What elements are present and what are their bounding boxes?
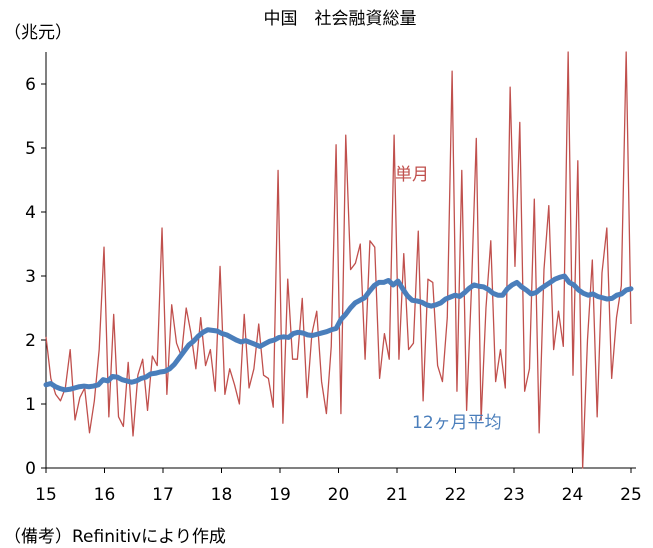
x-tick-label: 23 <box>503 485 525 505</box>
chart-title: 中国 社会融資総量 <box>264 9 417 29</box>
source-note: （備考）Refinitivにより作成 <box>4 527 226 547</box>
x-tick-label: 15 <box>35 485 57 505</box>
x-tick-label: 17 <box>152 485 174 505</box>
y-tick-label: 1 <box>25 395 36 415</box>
y-axis-unit: （兆元） <box>4 23 72 43</box>
y-tick-label: 5 <box>25 139 36 159</box>
series-line-monthly <box>45 51 632 469</box>
y-tick-label: 3 <box>25 267 36 287</box>
y-tick-label: 6 <box>25 75 36 95</box>
series-line-12m-average <box>43 273 634 393</box>
x-axis: 15 16 17 18 19 20 21 22 23 24 25 <box>35 468 642 505</box>
y-tick-label: 4 <box>25 203 36 223</box>
x-tick-label: 19 <box>269 485 291 505</box>
y-axis: 0 1 2 3 4 5 6 <box>25 75 46 479</box>
x-tick-label: 16 <box>94 485 116 505</box>
x-tick-label: 22 <box>445 485 467 505</box>
y-tick-label: 2 <box>25 331 36 351</box>
series-label-12m-average: 12ヶ月平均 <box>412 413 502 433</box>
x-tick-label: 24 <box>562 485 584 505</box>
x-tick-label: 25 <box>620 485 642 505</box>
series-label-monthly: 単月 <box>395 165 429 185</box>
x-tick-label: 21 <box>386 485 408 505</box>
x-tick-label: 20 <box>328 485 350 505</box>
y-tick-label: 0 <box>25 459 36 479</box>
x-tick-label: 18 <box>211 485 233 505</box>
